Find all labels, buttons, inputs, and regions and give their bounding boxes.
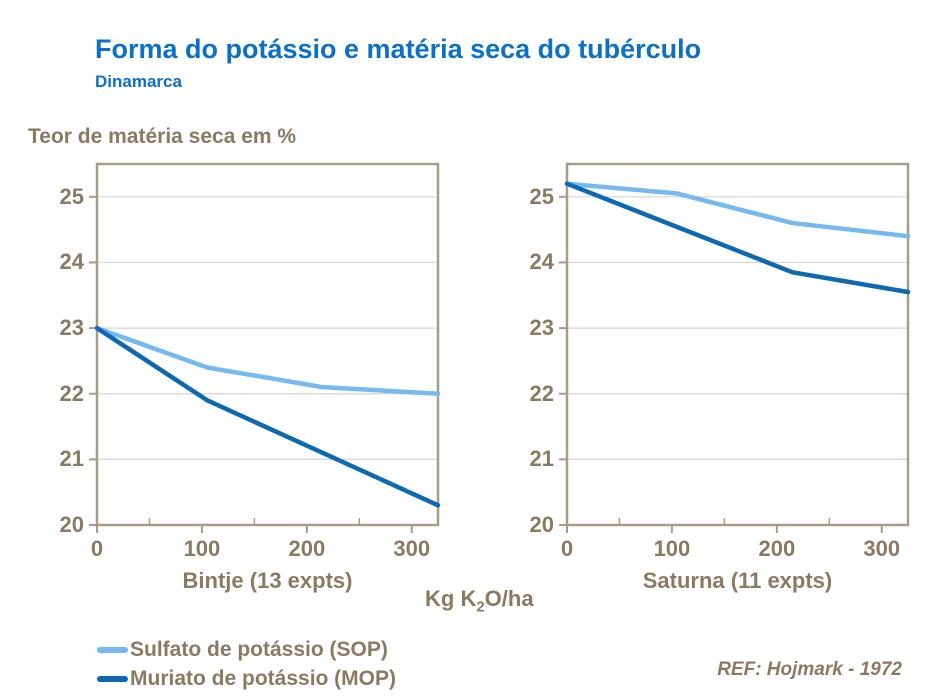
y-tick-label: 23 bbox=[59, 315, 84, 341]
y-tick-label: 22 bbox=[59, 380, 84, 406]
legend-label-mop: Muriato de potássio (MOP) bbox=[130, 666, 397, 690]
y-tick-label: 20 bbox=[59, 512, 84, 537]
plot-svg bbox=[559, 162, 911, 533]
y-tick-label: 22 bbox=[529, 380, 554, 406]
y-tick-label: 21 bbox=[529, 446, 554, 472]
x-tick-label: 300 bbox=[393, 536, 431, 561]
legend-label-sop: Sulfato de potássio (SOP) bbox=[130, 637, 388, 661]
reference-note: REF: Hojmark - 1972 bbox=[717, 659, 902, 680]
x-unit-pre: Kg K bbox=[425, 586, 477, 611]
legend-item-mop: Muriato de potássio (MOP) bbox=[97, 664, 396, 693]
mop-line-swatch bbox=[97, 675, 128, 682]
series-line-mop bbox=[94, 325, 441, 508]
y-tick-label: 25 bbox=[59, 183, 84, 209]
series-line-sop bbox=[94, 325, 441, 396]
plot-svg bbox=[89, 162, 441, 533]
plot-area-saturna bbox=[559, 162, 911, 533]
x-tick-label: 300 bbox=[863, 536, 901, 561]
x-unit-post: O/ha bbox=[484, 586, 534, 611]
chart-panel-saturna: Saturna (11 expts) 20 21 22 23 24 25 0 100 200 30… bbox=[510, 162, 930, 634]
y-tick-label: 20 bbox=[529, 512, 554, 537]
chart-caption-saturna: Saturna (11 expts) bbox=[642, 568, 833, 593]
y-tick-label: 21 bbox=[59, 446, 84, 472]
y-tick-label: 23 bbox=[529, 315, 554, 341]
x-tick-label: 0 bbox=[560, 536, 574, 561]
y-tick-label: 24 bbox=[59, 249, 84, 275]
x-tick-label: 200 bbox=[758, 536, 796, 561]
y-tick-label: 25 bbox=[529, 183, 554, 209]
x-tick-label: 100 bbox=[653, 536, 691, 561]
x-axis-unit-label: Kg K2O/ha bbox=[425, 586, 534, 615]
x-unit-sub: 2 bbox=[476, 598, 485, 616]
page-title: Forma do potássio e matéria seca do tubé… bbox=[95, 34, 702, 64]
plot-border bbox=[95, 162, 440, 527]
plot-area-bintje bbox=[89, 162, 441, 533]
sop-line-swatch bbox=[97, 646, 128, 653]
series-line-mop bbox=[564, 181, 911, 295]
chart-caption-bintje: Bintje (13 expts) bbox=[182, 568, 353, 593]
legend: Sulfato de potássio (SOP) Muriato de pot… bbox=[97, 635, 396, 693]
y-axis-title: Teor de matéria seca em % bbox=[28, 125, 297, 148]
x-tick-label: 0 bbox=[90, 536, 104, 561]
plot-border bbox=[565, 162, 910, 527]
series-line-sop bbox=[564, 181, 911, 239]
x-tick-label: 100 bbox=[183, 536, 221, 561]
legend-item-sop: Sulfato de potássio (SOP) bbox=[97, 635, 396, 664]
y-tick-label: 24 bbox=[529, 249, 554, 275]
x-tick-label: 200 bbox=[288, 536, 326, 561]
chart-panel-bintje: Bintje (13 expts) 20 21 22 23 24 25 0 100 200 300 bbox=[40, 162, 460, 634]
page-subtitle: Dinamarca bbox=[95, 72, 182, 91]
